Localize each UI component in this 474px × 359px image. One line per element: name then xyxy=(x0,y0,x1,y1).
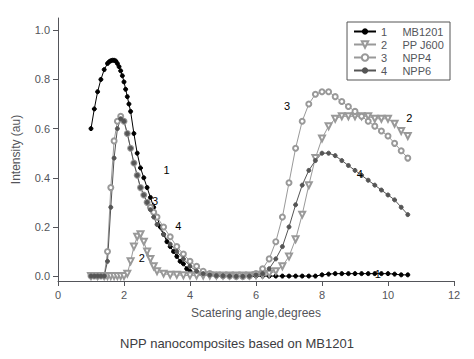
svg-text:10: 10 xyxy=(382,289,394,301)
svg-text:4: 4 xyxy=(187,289,193,301)
svg-text:Intensity (au): Intensity (au) xyxy=(9,115,23,184)
svg-text:4: 4 xyxy=(175,220,181,232)
svg-text:2: 2 xyxy=(406,112,412,124)
svg-text:NPP nanocomposites based on MB: NPP nanocomposites based on MB1201 xyxy=(120,336,354,351)
svg-text:2: 2 xyxy=(121,289,127,301)
svg-text:1.0: 1.0 xyxy=(35,24,50,36)
svg-text:0: 0 xyxy=(55,289,61,301)
svg-text:1: 1 xyxy=(164,164,170,176)
svg-text:2: 2 xyxy=(139,252,145,264)
svg-text:0.0: 0.0 xyxy=(35,270,50,282)
svg-text:0.6: 0.6 xyxy=(35,123,50,135)
svg-text:1 MB1201: 1 MB1201 xyxy=(381,26,443,38)
svg-text:3 NPP4: 3 NPP4 xyxy=(381,52,431,64)
svg-text:0.8: 0.8 xyxy=(35,73,50,85)
svg-text:1: 1 xyxy=(375,268,381,280)
svg-text:12: 12 xyxy=(448,289,460,301)
svg-text:3: 3 xyxy=(284,100,290,112)
svg-text:6: 6 xyxy=(253,289,259,301)
svg-text:0.2: 0.2 xyxy=(35,221,50,233)
svg-text:0.4: 0.4 xyxy=(35,172,50,184)
svg-text:8: 8 xyxy=(319,289,325,301)
svg-text:4: 4 xyxy=(357,168,363,180)
svg-text:4 NPP6: 4 NPP6 xyxy=(381,65,431,77)
svg-text:3: 3 xyxy=(152,195,158,207)
svg-text:Scatering angle,degrees: Scatering angle,degrees xyxy=(191,306,321,320)
svg-text:2 PP J600: 2 PP J600 xyxy=(381,39,444,51)
